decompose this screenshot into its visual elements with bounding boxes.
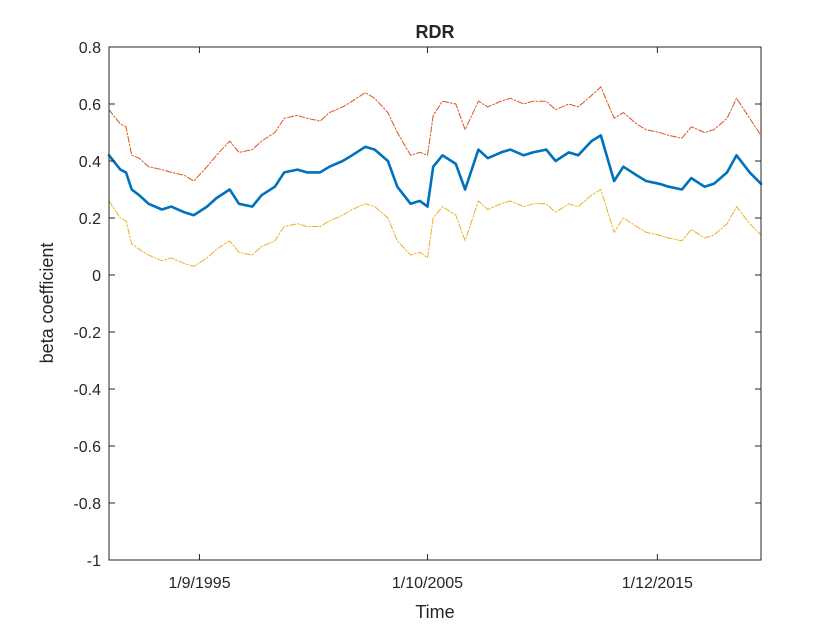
y-tick-label: 0.8 [79, 40, 101, 57]
x-tick-label: 1/12/2015 [622, 575, 693, 592]
series-layer [107, 86, 763, 267]
x-tick-label: 1/9/1995 [168, 575, 230, 592]
y-tick-label: 0.4 [79, 154, 101, 171]
x-axis: 1/9/1995 1/10/2005 1/12/2015 [168, 47, 693, 592]
x-tick-label: 1/10/2005 [392, 575, 463, 592]
series-line-estimate [107, 134, 763, 217]
y-tick-label: -1 [87, 553, 101, 570]
series-line-lower-bound [108, 189, 762, 267]
plot-area [109, 47, 761, 560]
chart-title: RDR [416, 22, 455, 42]
y-tick-label: -0.2 [73, 325, 101, 342]
y-tick-label: 0.6 [79, 97, 101, 114]
y-axis: -1 -0.8 -0.6 -0.4 -0.2 0 0.2 0.4 0.6 0.8 [73, 40, 761, 570]
y-tick-label: 0.2 [79, 211, 101, 228]
y-tick-label: 0 [92, 268, 101, 285]
y-tick-label: -0.4 [73, 382, 101, 399]
y-axis-label: beta coefficient [37, 243, 57, 364]
y-tick-label: -0.6 [73, 439, 101, 456]
x-axis-label: Time [415, 602, 454, 622]
y-tick-label: -0.8 [73, 496, 101, 513]
axes-box [108, 46, 762, 561]
series-line-upper-bound [108, 86, 762, 182]
